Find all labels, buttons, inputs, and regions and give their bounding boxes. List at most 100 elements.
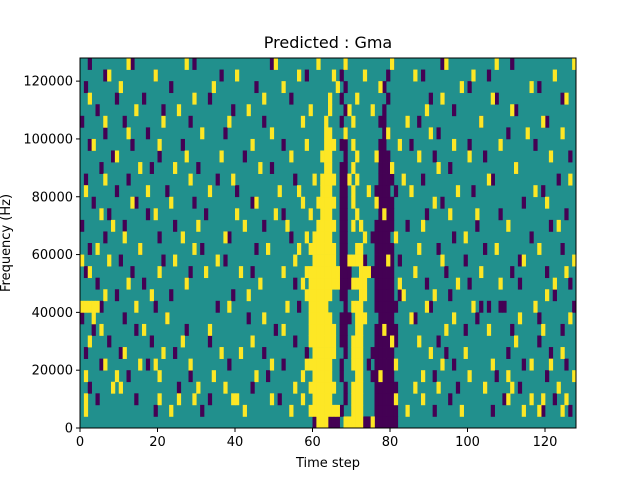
heatmap-cell-high bbox=[494, 243, 499, 255]
heatmap-cell-low bbox=[548, 347, 554, 359]
heatmap-cell-low bbox=[339, 266, 344, 279]
heatmap-cell-low bbox=[390, 300, 395, 313]
heatmap-cell-high bbox=[568, 312, 573, 325]
heatmap-cell-low bbox=[343, 196, 348, 209]
heatmap-cell-high bbox=[359, 416, 364, 429]
heatmap-cell-high bbox=[153, 69, 158, 82]
heatmap-cell-high bbox=[316, 335, 321, 348]
heatmap-cell-low bbox=[339, 92, 344, 105]
heatmap-cell-high bbox=[304, 358, 309, 371]
heatmap-cell-low bbox=[378, 300, 383, 313]
heatmap-cell-high bbox=[316, 277, 321, 290]
heatmap-cell-high bbox=[289, 150, 294, 163]
heatmap-cell-high bbox=[564, 393, 569, 406]
heatmap-cell-high bbox=[300, 370, 306, 383]
chart-title: Predicted : Gma bbox=[264, 33, 392, 52]
heatmap-cell-high bbox=[324, 208, 329, 221]
heatmap-cell-high bbox=[355, 335, 360, 348]
heatmap-cell-low bbox=[215, 300, 220, 313]
heatmap-cell-high bbox=[331, 243, 337, 255]
heatmap-cell-high bbox=[362, 289, 368, 302]
heatmap-cell-high bbox=[312, 173, 317, 186]
heatmap-cell-low bbox=[378, 289, 383, 302]
heatmap-cell-high bbox=[316, 370, 321, 383]
heatmap-cell-high bbox=[328, 335, 333, 348]
heatmap-cell-low bbox=[157, 150, 162, 163]
heatmap-cell-high bbox=[320, 219, 325, 232]
heatmap-cell-low bbox=[386, 185, 391, 198]
heatmap-cell-low bbox=[343, 289, 348, 302]
heatmap-cell-high bbox=[506, 219, 511, 232]
heatmap-cell-low bbox=[390, 219, 395, 232]
heatmap-cell-high bbox=[351, 254, 356, 267]
heatmap-cell-high bbox=[149, 289, 154, 302]
heatmap-cell-high bbox=[161, 347, 166, 359]
heatmap-cell-high bbox=[91, 138, 96, 151]
heatmap-cell-high bbox=[316, 381, 321, 394]
heatmap-cell-low bbox=[207, 393, 213, 406]
heatmap-cell-high bbox=[80, 300, 85, 313]
heatmap-cell-low bbox=[339, 185, 344, 198]
heatmap-cell-low bbox=[517, 277, 523, 290]
heatmap-cell-low bbox=[382, 266, 387, 279]
heatmap-cell-low bbox=[269, 162, 275, 174]
heatmap-cell-low bbox=[514, 104, 519, 117]
heatmap-cell-high bbox=[289, 404, 294, 417]
heatmap-cell-low bbox=[204, 208, 209, 221]
heatmap-cell-high bbox=[157, 393, 162, 406]
heatmap-cell-low bbox=[390, 347, 395, 359]
heatmap-cell-high bbox=[366, 185, 371, 198]
heatmap-cell-low bbox=[374, 358, 379, 371]
heatmap-cell-low bbox=[347, 312, 352, 325]
heatmap-cell-low bbox=[521, 358, 526, 371]
heatmap-cell-low bbox=[390, 266, 395, 279]
heatmap-cell-low bbox=[339, 231, 344, 244]
heatmap-cell-high bbox=[533, 300, 538, 313]
heatmap-cell-high bbox=[432, 289, 437, 302]
heatmap-cell-high bbox=[269, 358, 275, 371]
heatmap-cell-low bbox=[200, 404, 205, 417]
heatmap-cell-low bbox=[533, 138, 538, 151]
heatmap-cell-high bbox=[355, 370, 360, 383]
heatmap-cell-low bbox=[564, 358, 569, 371]
heatmap-cell-high bbox=[83, 393, 89, 406]
heatmap-cell-low bbox=[343, 243, 348, 255]
heatmap-cell-high bbox=[324, 404, 329, 417]
heatmap-cell-low bbox=[386, 277, 391, 290]
heatmap-cell-low bbox=[486, 300, 492, 313]
heatmap-cell-low bbox=[343, 81, 348, 94]
heatmap-cell-low bbox=[386, 92, 391, 105]
heatmap-cell-low bbox=[176, 381, 182, 394]
heatmap-cell-high bbox=[262, 312, 267, 325]
heatmap-cell-high bbox=[324, 312, 329, 325]
heatmap-cell-low bbox=[382, 289, 387, 302]
heatmap-cell-high bbox=[506, 393, 511, 406]
heatmap-cell-low bbox=[235, 185, 240, 198]
heatmap-cell-high bbox=[320, 208, 325, 221]
heatmap-cell-high bbox=[312, 393, 317, 406]
heatmap-cell-high bbox=[417, 335, 422, 348]
heatmap-cell-low bbox=[343, 150, 348, 163]
heatmap-cell-low bbox=[413, 312, 418, 325]
heatmap-cell-high bbox=[320, 300, 325, 313]
heatmap-cell-high bbox=[324, 115, 329, 128]
heatmap-cell-low bbox=[196, 162, 201, 174]
heatmap-cell-high bbox=[312, 243, 317, 255]
heatmap-cell-low bbox=[188, 115, 193, 128]
heatmap-cell-high bbox=[331, 381, 337, 394]
heatmap-cell-high bbox=[107, 69, 112, 82]
heatmap-cell-high bbox=[355, 243, 360, 255]
heatmap-cell-high bbox=[463, 347, 468, 359]
heatmap-cell-low bbox=[494, 92, 499, 105]
heatmap-cell-low bbox=[339, 115, 344, 128]
heatmap-cell-high bbox=[347, 254, 352, 267]
heatmap-cell-high bbox=[355, 393, 360, 406]
heatmap-cell-high bbox=[328, 243, 333, 255]
heatmap-cell-high bbox=[316, 347, 321, 359]
heatmap-cell-high bbox=[297, 185, 302, 198]
heatmap-cell-high bbox=[382, 323, 387, 336]
heatmap-cell-high bbox=[351, 393, 356, 406]
heatmap-cell-low bbox=[382, 381, 387, 394]
heatmap-cell-high bbox=[545, 289, 550, 302]
heatmap-cell-high bbox=[328, 104, 333, 117]
